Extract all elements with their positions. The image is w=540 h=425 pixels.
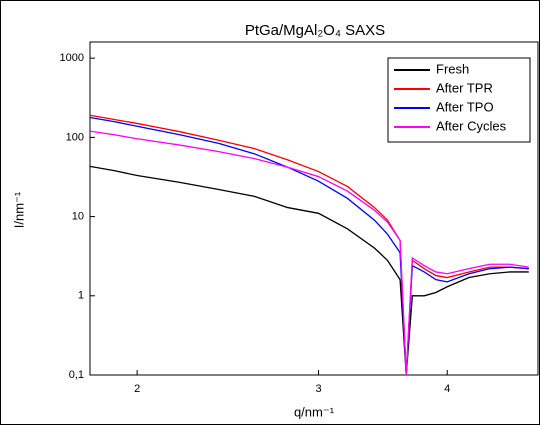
legend-label: After TPO bbox=[436, 99, 494, 114]
y-tick-label: 1 bbox=[78, 290, 84, 302]
x-tick-label: 3 bbox=[315, 383, 321, 395]
series-line bbox=[89, 165, 529, 376]
y-tick-label: 0,1 bbox=[69, 369, 84, 381]
chart-title: PtGa/MgAl₂O₄ SAXS bbox=[245, 22, 385, 39]
y-tick-label: 10 bbox=[72, 210, 84, 222]
plot-frame bbox=[89, 41, 539, 376]
series-line bbox=[89, 116, 529, 376]
legend-box bbox=[387, 57, 531, 143]
y-tick-label: 1000 bbox=[60, 52, 84, 64]
legend-label: After Cycles bbox=[436, 118, 507, 133]
x-tick-label: 2 bbox=[134, 383, 140, 395]
y-axis-label: I/nm⁻¹ bbox=[11, 191, 26, 228]
series-line bbox=[89, 130, 529, 376]
x-axis-label: q/nm⁻¹ bbox=[294, 404, 335, 419]
legend-label: After TPR bbox=[436, 80, 493, 95]
x-tick-label: 4 bbox=[444, 383, 450, 395]
series-line bbox=[89, 114, 529, 376]
y-tick-label: 100 bbox=[66, 131, 84, 143]
legend-label: Fresh bbox=[436, 61, 469, 76]
